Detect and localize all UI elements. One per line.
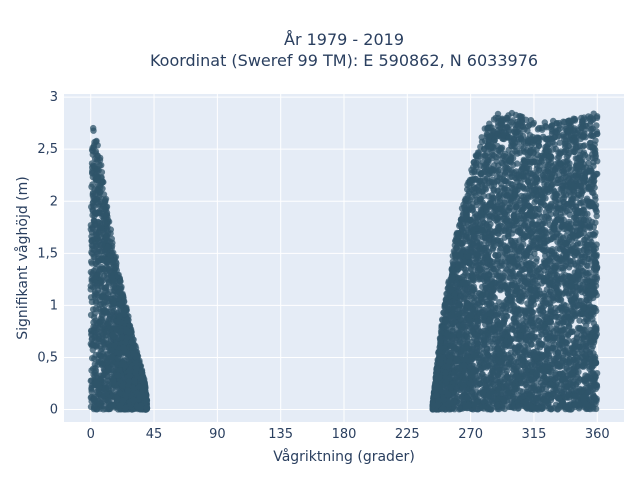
data-point bbox=[90, 195, 97, 202]
data-point bbox=[111, 278, 118, 285]
data-point bbox=[125, 377, 133, 385]
data-point bbox=[105, 397, 112, 404]
data-point bbox=[117, 305, 124, 312]
data-point bbox=[126, 372, 133, 379]
data-point bbox=[95, 389, 102, 397]
data-point bbox=[110, 300, 117, 308]
data-point bbox=[114, 271, 122, 279]
data-point bbox=[112, 264, 120, 271]
data-point bbox=[104, 243, 111, 251]
data-point bbox=[136, 393, 143, 400]
data-point bbox=[89, 355, 96, 362]
data-point bbox=[118, 361, 125, 368]
data-point bbox=[124, 387, 132, 394]
data-point bbox=[109, 379, 117, 386]
data-point bbox=[123, 326, 130, 333]
data-point bbox=[91, 369, 99, 376]
data-point bbox=[138, 367, 146, 374]
data-point bbox=[110, 322, 117, 329]
data-point bbox=[92, 305, 100, 312]
data-point bbox=[585, 216, 592, 223]
data-point bbox=[118, 334, 125, 341]
data-point bbox=[477, 143, 484, 151]
data-point bbox=[90, 397, 98, 405]
data-point bbox=[116, 402, 124, 409]
data-point bbox=[133, 403, 141, 410]
data-point bbox=[98, 195, 105, 202]
data-point bbox=[98, 361, 106, 369]
data-point bbox=[94, 187, 101, 194]
data-point bbox=[133, 365, 140, 372]
data-point bbox=[126, 367, 134, 374]
data-point bbox=[90, 144, 98, 151]
data-point bbox=[90, 253, 97, 261]
data-point bbox=[116, 350, 124, 357]
data-point bbox=[103, 328, 111, 335]
data-point bbox=[517, 135, 525, 143]
data-point bbox=[102, 214, 110, 222]
data-point bbox=[91, 361, 99, 368]
data-point bbox=[91, 314, 98, 321]
data-point bbox=[87, 340, 95, 348]
data-point bbox=[115, 317, 122, 325]
data-point bbox=[114, 395, 121, 402]
data-point bbox=[95, 381, 102, 388]
data-point bbox=[106, 267, 113, 274]
data-point bbox=[99, 240, 106, 248]
data-point bbox=[92, 299, 100, 306]
data-point bbox=[116, 282, 124, 290]
data-point bbox=[119, 290, 126, 298]
data-point bbox=[120, 344, 127, 351]
data-point bbox=[101, 202, 109, 209]
data-point bbox=[100, 178, 107, 186]
data-point bbox=[94, 158, 101, 165]
data-point bbox=[93, 342, 100, 349]
data-point bbox=[90, 218, 98, 225]
data-point bbox=[94, 165, 101, 173]
data-point bbox=[143, 404, 150, 411]
data-point bbox=[109, 366, 117, 373]
data-point bbox=[96, 325, 103, 332]
data-points bbox=[87, 109, 601, 413]
data-point bbox=[89, 242, 96, 250]
data-point bbox=[92, 279, 99, 287]
data-point bbox=[104, 276, 111, 283]
data-point bbox=[103, 350, 110, 358]
data-point bbox=[99, 374, 106, 381]
data-point bbox=[124, 350, 132, 358]
data-point bbox=[95, 355, 102, 363]
data-point bbox=[92, 138, 100, 145]
data-point bbox=[108, 347, 116, 354]
data-point bbox=[88, 258, 95, 265]
data-point bbox=[96, 265, 104, 272]
data-point bbox=[97, 233, 104, 241]
data-point bbox=[139, 378, 147, 385]
data-point bbox=[92, 290, 99, 297]
data-point bbox=[106, 288, 114, 295]
data-point bbox=[122, 404, 129, 411]
data-point bbox=[98, 338, 105, 345]
data-point bbox=[101, 298, 108, 305]
data-point bbox=[90, 127, 97, 134]
data-point bbox=[91, 334, 98, 341]
data-point bbox=[91, 212, 98, 219]
data-point bbox=[101, 220, 109, 227]
data-point bbox=[105, 308, 112, 315]
data-point bbox=[94, 152, 101, 159]
data-point bbox=[104, 256, 111, 264]
data-point bbox=[102, 405, 110, 413]
data-point bbox=[89, 181, 96, 188]
data-point bbox=[124, 316, 131, 324]
data-point bbox=[513, 160, 521, 167]
data-point bbox=[130, 396, 137, 404]
data-point bbox=[132, 344, 140, 352]
data-point bbox=[98, 316, 105, 324]
data-point bbox=[109, 239, 116, 247]
data-point bbox=[128, 338, 135, 346]
data-point bbox=[105, 319, 112, 326]
data-point bbox=[593, 370, 601, 377]
data-point bbox=[90, 327, 97, 334]
data-point bbox=[103, 235, 110, 242]
